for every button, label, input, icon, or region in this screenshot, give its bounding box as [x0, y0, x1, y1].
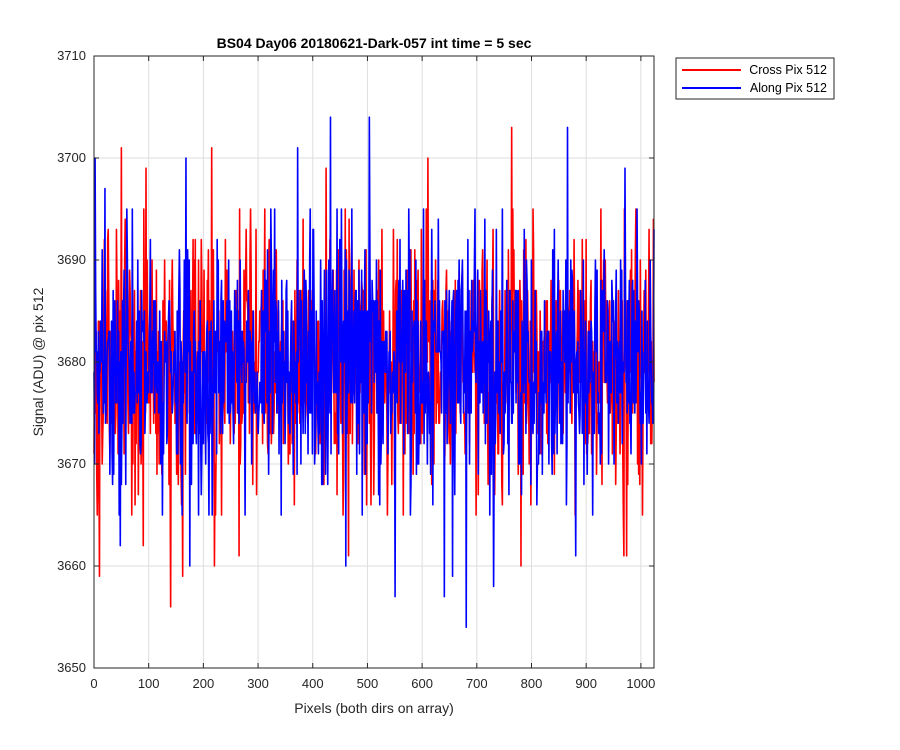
legend-label-along: Along Pix 512	[750, 81, 827, 95]
x-tick-label: 1000	[626, 676, 655, 691]
x-tick-label: 900	[575, 676, 597, 691]
x-tick-label: 200	[193, 676, 215, 691]
series-layer	[93, 116, 655, 628]
y-tick-label: 3680	[57, 354, 86, 369]
x-tick-label: 500	[357, 676, 379, 691]
legend-label-cross: Cross Pix 512	[749, 63, 827, 77]
y-tick-label: 3700	[57, 150, 86, 165]
x-tick-label: 600	[411, 676, 433, 691]
x-tick-label: 400	[302, 676, 324, 691]
chart-title: BS04 Day06 20180621-Dark-057 int time = …	[217, 35, 532, 51]
y-tick-label: 3710	[57, 48, 86, 63]
y-axis-label: Signal (ADU) @ pix 512	[30, 287, 46, 436]
x-tick-label: 700	[466, 676, 488, 691]
x-axis-label: Pixels (both dirs on array)	[294, 700, 454, 716]
y-tick-label: 3670	[57, 456, 86, 471]
x-tick-label: 100	[138, 676, 160, 691]
legend: Cross Pix 512 Along Pix 512	[675, 57, 835, 100]
legend-box	[675, 57, 835, 100]
x-tick-label: 0	[90, 676, 97, 691]
x-tick-label: 800	[521, 676, 543, 691]
y-tick-label: 3690	[57, 252, 86, 267]
x-tick-label: 300	[247, 676, 269, 691]
y-tick-label: 3650	[57, 660, 86, 675]
axis-ticks: 0 100 200 300 400 500 600 700 800 900 1000 3650 3660…	[57, 48, 655, 691]
series-line-along-pix-512	[93, 116, 655, 628]
y-tick-label: 3660	[57, 558, 86, 573]
